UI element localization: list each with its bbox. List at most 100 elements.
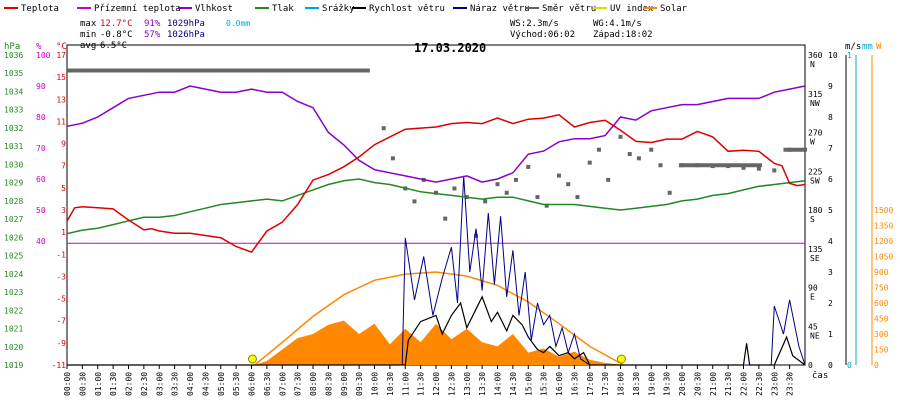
series-pressure	[66, 178, 806, 235]
x-tick-label: 05:00	[217, 372, 226, 396]
wind-direction-point	[741, 165, 746, 170]
direction-label: SE	[810, 254, 820, 263]
x-tick-label: 15:00	[524, 372, 533, 396]
wind-direction-point	[618, 134, 623, 139]
direction-tick: 360	[808, 51, 823, 60]
x-tick-label: 14:00	[494, 372, 503, 396]
solar-tick: 1350	[874, 222, 893, 231]
axis-unit-humidity: %	[36, 42, 42, 52]
x-tick-label: 11:30	[417, 372, 426, 396]
solar-tick: 900	[874, 268, 889, 277]
x-tick-label: 18:00	[617, 372, 626, 396]
x-tick-label: 04:30	[201, 372, 210, 396]
pressure-tick: 1023	[4, 288, 23, 297]
pressure-tick: 1024	[4, 270, 23, 279]
pressure-tick: 1029	[4, 179, 23, 188]
pressure-tick: 1035	[4, 69, 23, 78]
legend-label: Rychlost větru	[369, 4, 445, 14]
x-tick-label: 22:00	[740, 372, 749, 396]
x-tick-label: 07:00	[278, 372, 287, 396]
wind-tick: 0	[828, 361, 833, 370]
legend-label: Srážky	[322, 4, 355, 14]
wind-direction-point	[566, 182, 571, 187]
x-tick-label: 00:00	[63, 372, 72, 396]
humidity-tick: 80	[36, 113, 46, 122]
temperature-tick: -7	[56, 317, 66, 326]
temperature-tick: -11	[52, 361, 67, 370]
legend-label: UV index	[610, 4, 654, 14]
pressure-tick: 1026	[4, 233, 23, 242]
direction-label: S	[810, 215, 815, 224]
x-tick-label: 20:30	[693, 372, 702, 396]
x-tick-label: 15:30	[540, 372, 549, 396]
wind-tick: 4	[828, 237, 833, 246]
wind-direction-point	[495, 182, 500, 187]
wind-direction-point	[473, 233, 478, 238]
stat-label-max: max	[80, 19, 97, 29]
temperature-tick: 5	[61, 184, 66, 193]
direction-tick: 270	[808, 129, 823, 138]
solar-tick: 450	[874, 315, 889, 324]
temperature-tick: -1	[56, 250, 66, 259]
wind-direction-point	[390, 156, 395, 161]
wind-direction-point	[772, 168, 777, 173]
axis-unit-temperature: °C	[56, 42, 67, 52]
wind-tick: 10	[828, 51, 838, 60]
wind-direction-point	[658, 163, 663, 168]
wind-direction-point	[483, 199, 488, 204]
solar-tick: 600	[874, 299, 889, 308]
wind-tick: 3	[828, 268, 833, 277]
wind-direction-point	[756, 166, 761, 171]
x-tick-label: 16:00	[555, 372, 564, 396]
wind-direction-point	[636, 156, 641, 161]
solar-tick: 1500	[874, 206, 893, 215]
wind-direction-point	[381, 126, 386, 131]
wind-tick: 7	[828, 144, 833, 153]
x-tick-label: 19:30	[663, 372, 672, 396]
wind-direction-point	[606, 177, 611, 182]
direction-tick: 90	[808, 284, 818, 293]
sunrise-marker	[247, 354, 257, 364]
temperature-tick: 11	[56, 117, 66, 126]
axis-unit-wind: m/s	[845, 42, 861, 52]
wind-tick: 1	[828, 330, 833, 339]
wind-direction-point	[412, 199, 417, 204]
solar-tick: 150	[874, 346, 889, 355]
temperature-tick: 7	[61, 162, 66, 171]
series-humidity	[66, 85, 806, 183]
wind-direction-point	[575, 195, 580, 200]
x-tick-label: 13:00	[463, 372, 472, 396]
stat-min-hum: 57%	[144, 30, 161, 40]
x-tick-label: 08:30	[324, 372, 333, 396]
x-tick-label: 03:00	[155, 372, 164, 396]
stat-ws: WS:2.3m/s	[510, 19, 559, 29]
temperature-tick: 3	[61, 206, 66, 215]
temperature-tick: -5	[56, 295, 66, 304]
pressure-tick: 1021	[4, 325, 23, 334]
stat-sunrise: Východ:06:02	[510, 30, 575, 40]
wind-direction-point	[667, 190, 672, 195]
x-tick-label: 10:30	[386, 372, 395, 396]
solar-tick: 1050	[874, 253, 893, 262]
wind-tick: 5	[828, 206, 833, 215]
wind-direction-point	[544, 203, 549, 208]
stat-max-temp: 12.7°C	[100, 19, 133, 29]
series-solar-max	[254, 271, 624, 366]
direction-label: NE	[810, 331, 820, 340]
x-tick-label: 01:00	[94, 372, 103, 396]
stat-max-press: 1029hPa	[167, 19, 205, 29]
x-tick-label: 08:00	[309, 372, 318, 396]
direction-tick: 225	[808, 167, 823, 176]
wind-direction-point	[557, 173, 561, 178]
pressure-tick: 1034	[4, 87, 23, 96]
axis-unit-solar: W	[876, 42, 882, 52]
solar-tick: 0	[874, 361, 879, 370]
series-temperature	[66, 113, 806, 253]
x-tick-label: 00:30	[78, 372, 87, 396]
precip-tick: 1	[847, 51, 852, 60]
solar-tick: 750	[874, 284, 889, 293]
direction-tick: 135	[808, 245, 823, 254]
x-tick-label: 02:30	[140, 372, 149, 396]
